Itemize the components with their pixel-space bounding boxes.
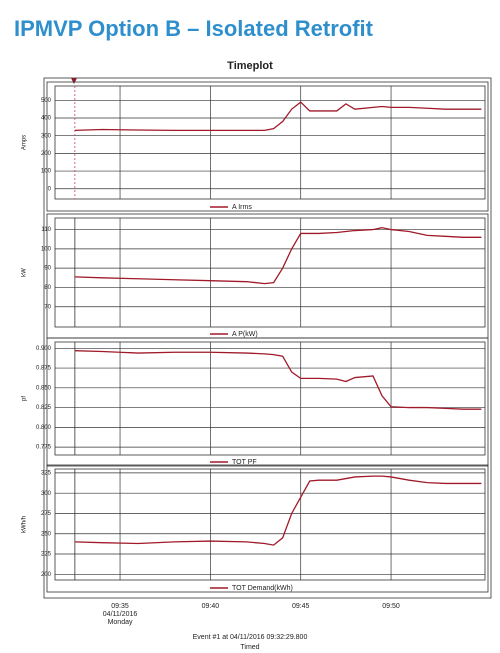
y-tick-label: 0.875 (36, 366, 52, 372)
data-line (74, 475, 482, 546)
y-tick-label: 90 (44, 266, 51, 272)
y-tick-label: 300 (41, 133, 52, 139)
event-text: Event #1 at 04/11/2016 09:32:29.800 (193, 634, 308, 641)
y-tick-label: 200 (41, 151, 52, 157)
x-day-label: Monday (108, 619, 133, 626)
y-tick-label: 275 (41, 511, 52, 517)
y-axis-label: kWh/h (22, 516, 28, 533)
y-tick-label: 225 (41, 552, 52, 558)
y-tick-label: 250 (41, 531, 52, 537)
plot-area (54, 85, 486, 200)
legend-label: A P(kW) (232, 331, 258, 338)
y-tick-label: 100 (41, 246, 52, 252)
y-axis-label: Amps (22, 135, 28, 150)
plot-title: Timeplot (227, 60, 273, 72)
y-axis-label: kW (22, 268, 28, 277)
legend-label: TOT PF (232, 459, 257, 466)
data-line (74, 101, 482, 132)
event-marker (71, 78, 77, 84)
y-tick-label: 300 (41, 491, 52, 497)
panel-frame (46, 464, 489, 593)
y-tick-label: 325 (41, 470, 52, 476)
y-tick-label: 110 (41, 227, 51, 233)
heading: IPMVP Option B – Isolated Retrofit (14, 16, 374, 41)
x-tick-label: 09:45 (292, 603, 310, 610)
panel-frame (46, 337, 489, 467)
panel-frame (46, 213, 489, 339)
panel-frame (46, 81, 489, 212)
data-line (74, 350, 482, 410)
plot-area (54, 341, 486, 456)
legend-label: A Irms (232, 204, 252, 211)
y-tick-label: 0.800 (36, 425, 52, 431)
y-tick-label: 70 (44, 304, 51, 310)
y-tick-label: 0.900 (36, 346, 52, 352)
x-tick-label: 09:35 (111, 603, 129, 610)
legend-label: TOT Demand(kWh) (232, 585, 293, 592)
y-tick-label: 500 (41, 98, 52, 104)
x-date-label: 04/11/2016 (103, 611, 138, 618)
y-tick-label: 0 (48, 186, 52, 192)
y-tick-label: 100 (41, 169, 52, 175)
y-axis-label: pf (22, 396, 28, 401)
y-tick-label: 0.825 (36, 405, 52, 411)
y-tick-label: 400 (41, 116, 52, 122)
outer-frame (43, 77, 492, 599)
y-tick-label: 80 (44, 285, 51, 291)
x-axis-label: Timed (240, 644, 259, 651)
data-line (74, 226, 482, 285)
plot-area (54, 468, 486, 581)
plot-area (54, 217, 486, 328)
y-tick-label: 200 (41, 572, 52, 578)
x-tick-label: 09:40 (202, 603, 220, 610)
x-tick-label: 09:50 (382, 603, 400, 610)
y-tick-label: 0.775 (36, 445, 52, 451)
y-tick-label: 0.850 (36, 385, 52, 391)
